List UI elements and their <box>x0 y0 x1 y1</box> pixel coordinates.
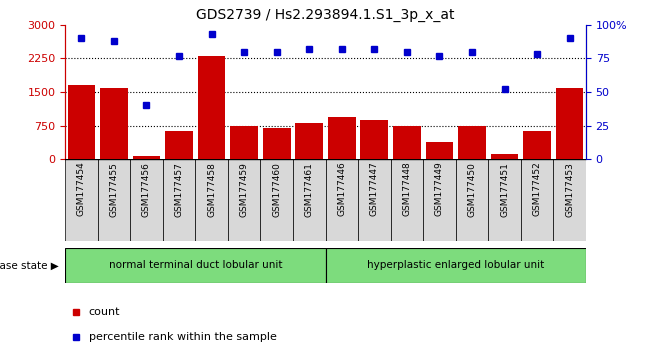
Text: disease state ▶: disease state ▶ <box>0 261 59 270</box>
Bar <box>458 126 486 159</box>
Text: count: count <box>89 307 120 317</box>
Bar <box>426 142 453 159</box>
Bar <box>98 159 130 241</box>
Bar <box>100 88 128 159</box>
Bar <box>296 124 323 159</box>
Bar <box>491 154 518 159</box>
Text: percentile rank within the sample: percentile rank within the sample <box>89 332 277 342</box>
Bar <box>163 159 195 241</box>
Text: GSM177448: GSM177448 <box>402 162 411 217</box>
Bar <box>165 131 193 159</box>
Bar <box>260 159 293 241</box>
Bar <box>195 159 228 241</box>
Text: GSM177446: GSM177446 <box>337 162 346 217</box>
Text: GSM177457: GSM177457 <box>174 162 184 217</box>
Title: GDS2739 / Hs2.293894.1.S1_3p_x_at: GDS2739 / Hs2.293894.1.S1_3p_x_at <box>196 8 455 22</box>
Text: normal terminal duct lobular unit: normal terminal duct lobular unit <box>109 261 282 270</box>
Bar <box>556 88 583 159</box>
Text: GSM177458: GSM177458 <box>207 162 216 217</box>
Bar <box>361 120 388 159</box>
Bar <box>326 248 586 283</box>
Bar <box>456 159 488 241</box>
Bar <box>228 159 260 241</box>
Text: GSM177452: GSM177452 <box>533 162 542 217</box>
Bar <box>65 159 98 241</box>
Text: GSM177455: GSM177455 <box>109 162 118 217</box>
Text: GSM177460: GSM177460 <box>272 162 281 217</box>
Text: GSM177451: GSM177451 <box>500 162 509 217</box>
Bar <box>230 126 258 159</box>
Bar <box>523 131 551 159</box>
Bar <box>358 159 391 241</box>
Bar <box>65 248 326 283</box>
Bar <box>423 159 456 241</box>
Text: hyperplastic enlarged lobular unit: hyperplastic enlarged lobular unit <box>367 261 544 270</box>
Bar <box>393 126 421 159</box>
Bar <box>198 56 225 159</box>
Bar <box>326 159 358 241</box>
Bar <box>68 85 95 159</box>
Text: GSM177447: GSM177447 <box>370 162 379 217</box>
Text: GSM177461: GSM177461 <box>305 162 314 217</box>
Text: GSM177459: GSM177459 <box>240 162 249 217</box>
Bar <box>391 159 423 241</box>
Bar <box>130 159 163 241</box>
Bar <box>521 159 553 241</box>
Bar <box>133 156 160 159</box>
Text: GSM177454: GSM177454 <box>77 162 86 217</box>
Bar <box>328 117 355 159</box>
Bar <box>263 128 290 159</box>
Text: GSM177450: GSM177450 <box>467 162 477 217</box>
Text: GSM177453: GSM177453 <box>565 162 574 217</box>
Text: GSM177449: GSM177449 <box>435 162 444 217</box>
Bar <box>488 159 521 241</box>
Text: GSM177456: GSM177456 <box>142 162 151 217</box>
Bar <box>293 159 326 241</box>
Bar <box>553 159 586 241</box>
